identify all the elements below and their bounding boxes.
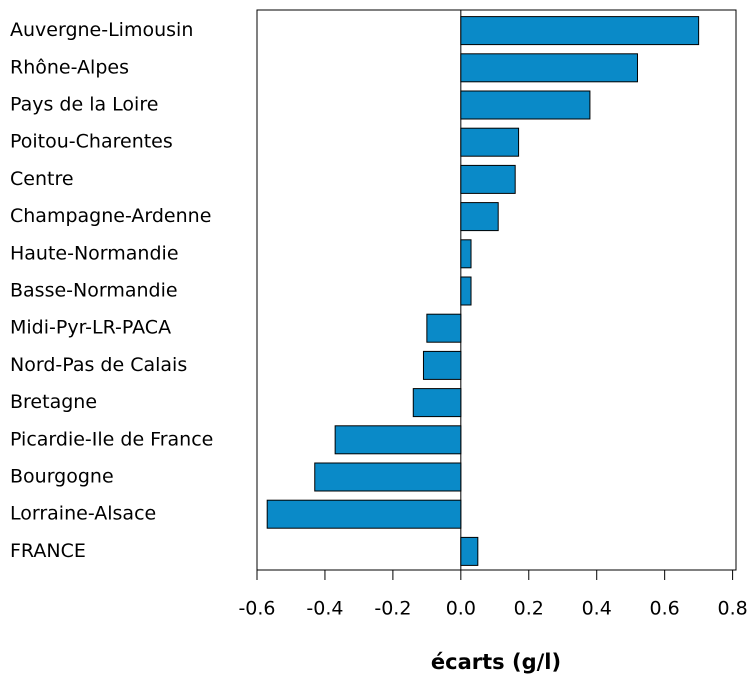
bar: [460, 164, 516, 194]
bar: [460, 16, 700, 46]
bar: [460, 276, 472, 306]
x-tick-label: -0.2: [374, 598, 411, 620]
bar: [422, 350, 462, 380]
bar: [460, 53, 638, 83]
y-tick-label: FRANCE: [10, 540, 86, 562]
x-axis-label: écarts (g/l): [431, 650, 561, 674]
y-tick-label: Midi-Pyr-LR-PACA: [10, 317, 171, 339]
bar: [412, 388, 462, 418]
x-tick-label: 0.0: [446, 598, 476, 620]
bar: [460, 127, 520, 157]
y-tick-label: Champagne-Ardenne: [10, 205, 211, 227]
x-tick-label: -0.4: [306, 598, 343, 620]
x-tick-label: 0.2: [514, 598, 544, 620]
plot-frame: [256, 9, 737, 571]
bar: [460, 239, 472, 269]
x-tick-label: 0.6: [650, 598, 680, 620]
bar: [266, 499, 462, 529]
y-tick-label: Picardie-Ile de France: [10, 428, 213, 450]
bar: [426, 313, 462, 343]
y-tick-label: Auvergne-Limousin: [10, 19, 193, 41]
y-tick-label: Lorraine-Alsace: [10, 503, 156, 525]
x-tick-label: -0.6: [238, 598, 275, 620]
bar: [334, 425, 462, 455]
y-tick-label: Bretagne: [10, 391, 97, 413]
y-tick-label: Bourgogne: [10, 466, 114, 488]
bar: [460, 536, 479, 566]
y-tick-label: Basse-Normandie: [10, 280, 178, 302]
x-tick-label: 0.4: [582, 598, 612, 620]
y-tick-label: Nord-Pas de Calais: [10, 354, 187, 376]
y-tick-label: Pays de la Loire: [10, 94, 158, 116]
bar: [314, 462, 462, 492]
y-tick-label: Haute-Normandie: [10, 242, 179, 264]
y-tick-label: Rhône-Alpes: [10, 56, 129, 78]
bar: [460, 90, 591, 120]
y-tick-label: Poitou-Charentes: [10, 131, 173, 153]
x-tick-label: 0.8: [717, 598, 747, 620]
y-tick-label: Centre: [10, 168, 74, 190]
bar: [460, 202, 499, 232]
